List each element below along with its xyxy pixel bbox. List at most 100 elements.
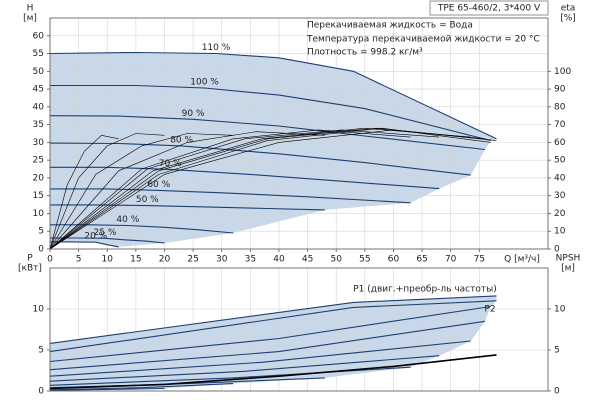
- x-tick-label: 70: [445, 255, 457, 265]
- head-curve: [50, 237, 165, 244]
- npsh-curve: [49, 354, 497, 390]
- y-tick-label: 60: [33, 31, 45, 41]
- annotation: P2: [484, 305, 495, 315]
- curve-label: 100 %: [190, 78, 219, 88]
- head-curve: [50, 166, 440, 190]
- y-tick-label: 45: [33, 85, 44, 95]
- x-tick-label: 10: [102, 255, 114, 265]
- curve-label: 20 %: [84, 232, 107, 242]
- y2-tick-label: 90: [554, 85, 566, 95]
- x-tick-label: 35: [245, 255, 256, 265]
- head-curve: [50, 188, 411, 204]
- y2-tick-label: 40: [554, 173, 566, 183]
- curve-label: 50 %: [136, 195, 159, 205]
- x-axis-label: Q [м³/ч]: [504, 255, 540, 265]
- y2-axis-unit: [м]: [561, 264, 575, 274]
- title-box: [429, 0, 549, 16]
- annotation: Плотность = 998.2 кг/м³: [307, 48, 423, 58]
- x-tick-label: 60: [388, 255, 400, 265]
- efficiency-curve: [49, 131, 325, 250]
- y-axis-label: P: [27, 254, 33, 264]
- power-curve: [49, 355, 440, 382]
- x-tick-label: 75: [474, 255, 485, 265]
- y2-tick-label: 10: [554, 227, 566, 237]
- efficiency-curve: [49, 134, 119, 250]
- y-tick-label: 25: [33, 156, 44, 166]
- annotation: Перекачиваемая жидкость = Вода: [307, 21, 473, 31]
- power-curve: [49, 387, 165, 391]
- y-axis-label: H: [27, 4, 34, 14]
- y2-tick-label: 0: [554, 387, 560, 397]
- efficiency-curve: [49, 129, 411, 250]
- curve-label: 25 %: [94, 228, 117, 238]
- power-curve: [49, 340, 471, 377]
- plot-frame: [49, 17, 549, 250]
- efficiency-curve: [49, 133, 234, 250]
- y-tick-label: 0: [38, 387, 44, 397]
- y-tick-label: 35: [33, 120, 44, 130]
- head-curve: [49, 51, 497, 140]
- annotation: Температура перекачиваемой жидкости = 20…: [306, 35, 540, 45]
- y2-tick-label: 50: [554, 156, 566, 166]
- x-tick-label: 5: [76, 255, 82, 265]
- curve-label: 70 %: [159, 159, 182, 169]
- y-tick-label: 30: [33, 138, 45, 148]
- x-tick-label: 45: [302, 255, 313, 265]
- curve-label: 60 %: [147, 180, 170, 190]
- curve-label: 40 %: [116, 215, 139, 225]
- power-curve: [49, 295, 497, 344]
- y-tick-label: 0: [38, 245, 44, 255]
- y-tick-label: 40: [33, 102, 45, 112]
- x-tick-label: 20: [159, 255, 171, 265]
- y2-axis-label: eta: [561, 4, 576, 14]
- x-tick-label: 65: [416, 255, 427, 265]
- y-tick-label: 10: [33, 305, 45, 315]
- power-curve: [49, 305, 491, 363]
- y2-tick-label: 70: [554, 120, 566, 130]
- y2-tick-label: 60: [554, 138, 566, 148]
- x-tick-label: 50: [330, 255, 342, 265]
- y2-tick-label: 100: [554, 67, 571, 77]
- power-curve: [49, 300, 497, 353]
- y2-tick-label: 20: [554, 209, 566, 219]
- annotation: P1 (двиг.+преобр-ль частоты): [353, 285, 497, 295]
- plot-frame: [49, 267, 549, 392]
- y2-tick-label: 10: [554, 305, 566, 315]
- x-tick-label: 0: [47, 255, 53, 265]
- power-curve: [49, 320, 486, 371]
- curve-label: 90 %: [182, 109, 205, 119]
- y-tick-label: 5: [38, 227, 44, 237]
- operating-range: [50, 52, 497, 247]
- y2-tick-label: 30: [554, 191, 566, 201]
- y-tick-label: 10: [33, 209, 45, 219]
- y-tick-label: 5: [38, 346, 44, 356]
- efficiency-curve: [49, 127, 486, 250]
- x-tick-label: 25: [187, 255, 198, 265]
- head-curve: [50, 84, 491, 142]
- efficiency-curve: [49, 133, 165, 250]
- head-curve: [50, 241, 119, 248]
- y-axis-unit: [м]: [23, 14, 37, 24]
- y2-axis-unit: [%]: [560, 14, 576, 24]
- efficiency-curve: [49, 127, 471, 250]
- y2-tick-label: 5: [554, 346, 560, 356]
- x-tick-label: 40: [273, 255, 285, 265]
- power-curve: [49, 383, 234, 391]
- y-tick-label: 55: [33, 49, 44, 59]
- x-tick-label: 15: [130, 255, 141, 265]
- x-tick-label: 55: [359, 255, 370, 265]
- y-tick-label: 15: [33, 191, 44, 201]
- y2-axis-label: NPSH: [556, 254, 581, 264]
- y2-tick-label: 0: [554, 245, 560, 255]
- y2-tick-label: 80: [554, 102, 566, 112]
- curve-label: 110 %: [202, 43, 231, 53]
- curve-label: 80 %: [170, 135, 193, 145]
- head-curve: [49, 115, 486, 151]
- y-tick-label: 50: [33, 67, 45, 77]
- chart-title: TPE 65-460/2, 3*400 V: [437, 4, 541, 14]
- x-tick-label: 30: [216, 255, 228, 265]
- y-axis-unit: [кВт]: [18, 264, 42, 274]
- efficiency-curve: [49, 129, 440, 250]
